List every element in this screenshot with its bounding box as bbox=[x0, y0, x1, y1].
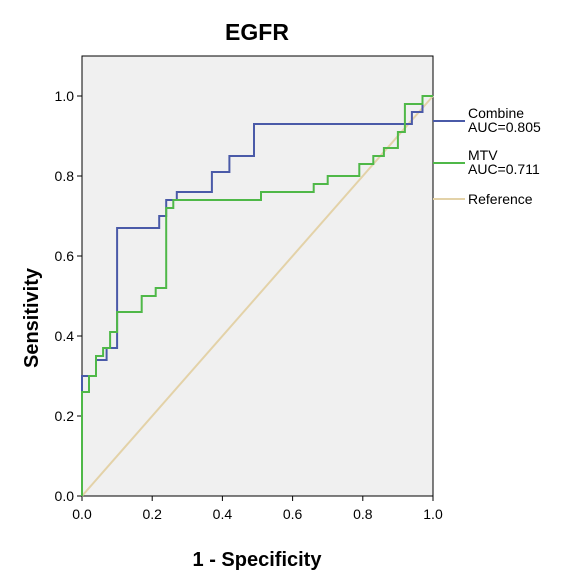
plot-area bbox=[81, 55, 434, 497]
y-tick-label: 1.0 bbox=[55, 88, 75, 104]
axis-ticks: 0.0 0.2 0.4 0.6 0.8 1.0 0.0 0.2 0.4 0.6 0.8 1.0 bbox=[55, 88, 443, 522]
legend-label-mtv: MTV bbox=[468, 147, 498, 163]
legend-auc-combine: AUC=0.805 bbox=[468, 119, 541, 135]
x-axis-label: 1 - Specificity bbox=[193, 549, 323, 571]
x-tick-label: 0.6 bbox=[283, 506, 303, 522]
y-tick-label: 0.0 bbox=[55, 488, 75, 504]
x-tick-label: 0.8 bbox=[353, 506, 373, 522]
series-lines bbox=[81, 95, 434, 497]
x-tick-label: 1.0 bbox=[423, 506, 443, 522]
chart-title: EGFR bbox=[225, 19, 289, 45]
x-tick-label: 0.4 bbox=[213, 506, 233, 522]
legend-label-reference: Reference bbox=[468, 191, 533, 207]
legend-auc-mtv: AUC=0.711 bbox=[468, 161, 540, 177]
legend-label-combine: Combine bbox=[468, 105, 524, 121]
y-tick-label: 0.6 bbox=[55, 248, 75, 264]
y-tick-label: 0.8 bbox=[55, 168, 75, 184]
x-tick-label: 0.0 bbox=[72, 506, 92, 522]
series-line-combine bbox=[81, 95, 433, 496]
y-axis-label: Sensitivity bbox=[21, 267, 43, 368]
y-tick-label: 0.2 bbox=[55, 408, 75, 424]
series-line-mtv bbox=[81, 95, 433, 496]
x-tick-label: 0.2 bbox=[142, 506, 162, 522]
y-tick-label: 0.4 bbox=[55, 328, 75, 344]
series-line-reference bbox=[81, 95, 434, 497]
